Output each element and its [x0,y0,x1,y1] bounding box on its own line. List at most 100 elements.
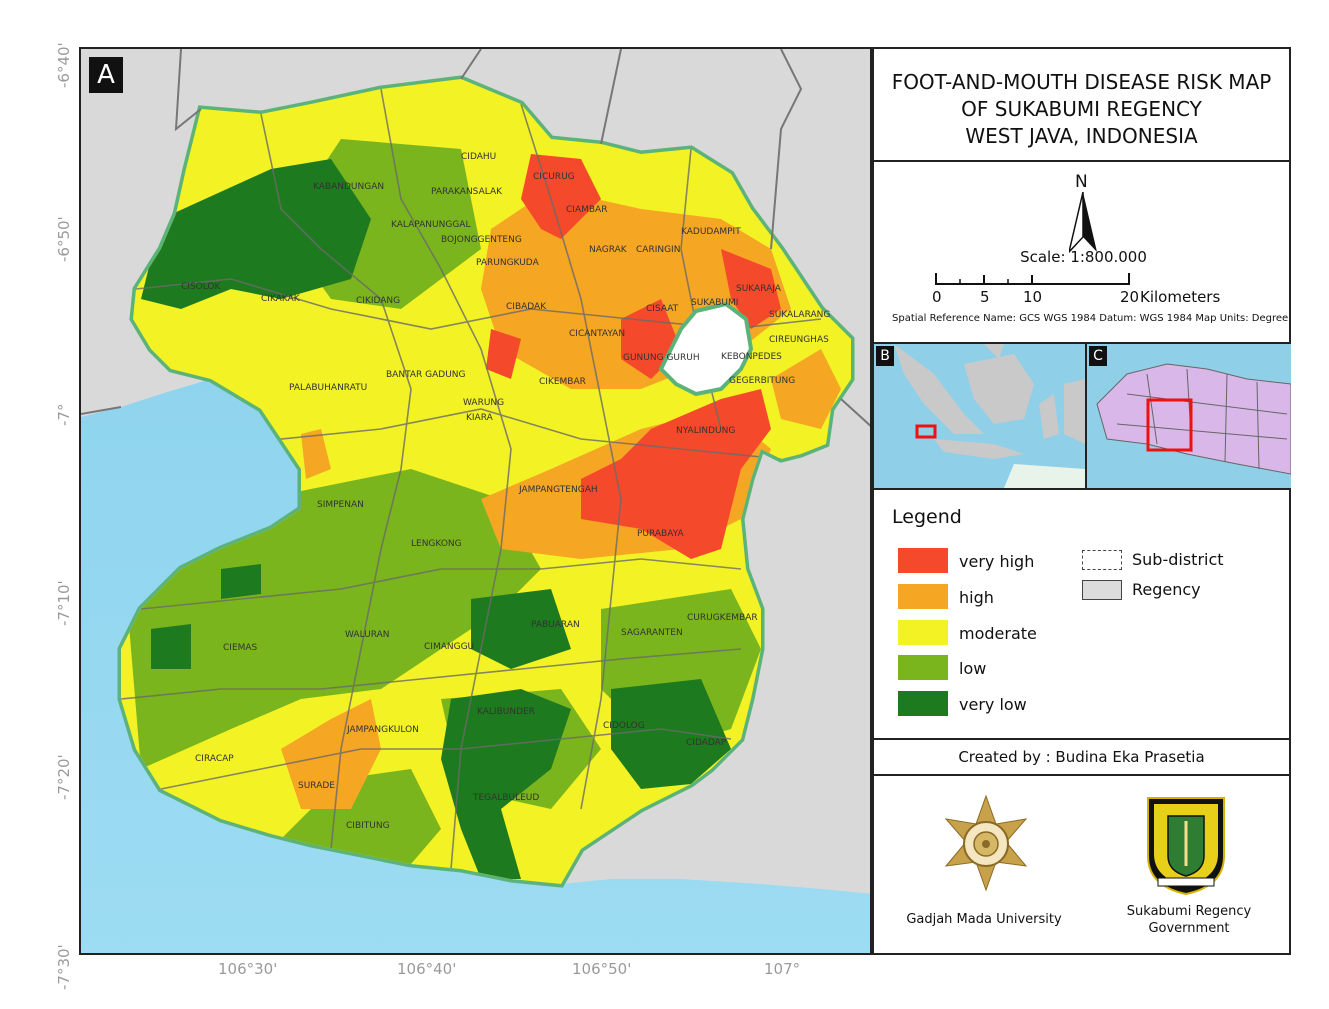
scale-unit: Kilometers [1140,288,1221,306]
credit-text: Created by : Budina Eka Prasetia [958,748,1205,766]
sukabumi-caption-line2: Government [1148,921,1230,936]
legend: Legend very high high moderate low very … [872,490,1291,740]
district-label-kalibunder: KALIBUNDER [477,707,535,717]
sukabumi-caption-line1: Sukabumi Regency [1126,904,1252,919]
scale-tick-0: 0 [932,288,942,306]
district-label-gunung-guruh: GUNUNG GURUH [623,353,700,363]
district-label-cicurug: CICURUG [533,172,575,182]
map-title-box: FOOT-AND-MOUTH DISEASE RISK MAP OF SUKAB… [872,47,1291,162]
map-title-line1: FOOT-AND-MOUTH DISEASE RISK MAP [891,70,1272,94]
lon-label-10640: 106°40' [397,960,457,978]
legend-swatch-moderate [898,620,948,645]
spatial-reference: Spatial Reference Name: GCS WGS 1984 Dat… [892,313,1289,324]
legend-swatch-regency [1082,580,1122,600]
district-label-jampangtengah: JAMPANGTENGAH [518,485,598,495]
district-label-waluran: WALURAN [345,630,390,640]
legend-label-very-high: very high [959,552,1035,571]
district-label-palabuhanratu: PALABUHANRATU [289,383,367,393]
main-map[interactable]: CIDAHU CICURUG KABANDUNGAN PARAKANSALAK CIAM… [79,47,872,955]
credit-box: Created by : Budina Eka Prasetia [872,740,1291,776]
legend-label-moderate: moderate [959,624,1037,643]
inset-c-map [1087,344,1291,488]
scale-tick-20: 20 [1120,288,1140,306]
ugm-logo-icon [944,794,1028,892]
district-label-curugkembar: CURUGKEMBAR [687,613,758,623]
sukabumi-logo-icon [1147,797,1225,896]
panel-label-a: A [89,57,123,93]
district-label-gegerbitung: GEGERBITUNG [729,376,795,386]
district-label-kalapanunggal: KALAPANUNGGAL [391,220,470,230]
legend-swatch-high [898,584,948,609]
district-label-nyalindung: NYALINDUNG [676,426,735,436]
district-label-nagrak: NAGRAK [589,245,628,255]
district-label-surade: SURADE [298,781,335,791]
district-label-parakansalak: PARAKANSALAK [431,187,503,197]
district-label-cidolog: CIDOLOG [603,721,645,731]
scale-tick-5: 5 [980,288,990,306]
district-label-pabuaran: PABUARAN [531,620,580,630]
inset-c[interactable]: C [1087,344,1291,488]
legend-label-regency: Regency [1132,580,1201,599]
district-label-tegalbuleud: TEGALBULEUD [472,793,539,803]
legend-title: Legend [892,506,962,528]
legend-swatch-low [898,655,948,680]
district-labels: CIDAHU CICURUG KABANDUNGAN PARAKANSALAK CIAM… [181,152,830,831]
inset-b[interactable]: B [874,344,1087,488]
legend-swatch-subdistrict [1082,550,1122,570]
district-label-cikembar: CIKEMBAR [539,377,586,387]
sukabumi-city [658,301,754,397]
district-label-warung: WARUNG [463,398,504,408]
risk-map-svg: CIDAHU CICURUG KABANDUNGAN PARAKANSALAK CIAM… [81,49,870,953]
map-title-line2: OF SUKABUMI REGENCY [961,97,1202,121]
scale-bar [935,273,1130,285]
district-label-cireunghas: CIREUNGHAS [769,335,829,345]
inset-b-label: B [876,346,894,366]
legend-label-high: high [959,588,994,607]
legend-label-very-low: very low [959,695,1027,714]
lon-label-10630: 106°30' [218,960,278,978]
lon-label-107: 107° [764,960,801,978]
district-label-sagaranten: SAGARANTEN [621,628,683,638]
map-title-line3: WEST JAVA, INDONESIA [965,124,1198,148]
district-label-lengkong: LENGKONG [411,539,462,549]
district-label-ciambar: CIAMBAR [566,205,607,215]
district-label-ciracap: CIRACAP [195,754,234,764]
district-label-cimanggu: CIMANGGU [424,642,474,652]
regency-boundaries [81,49,870,427]
north-letter: N [1075,172,1088,192]
lon-label-10650: 106°50' [572,960,632,978]
lat-label-700: -7° [55,403,73,426]
district-label-kiara: KIARA [466,413,494,423]
district-label-cicantayan: CICANTAYAN [569,329,625,339]
logo-box: Gadjah Mada University Sukabumi Regency … [872,776,1291,955]
district-label-jampangkulon: JAMPANGKULON [346,725,419,735]
lat-label-710: -7°10' [55,580,73,626]
scale-tick-10: 10 [1023,288,1043,306]
district-label-kebonpedes: KEBONPEDES [721,352,782,362]
scale-label: Scale: 1:800.000 [1020,248,1147,266]
district-label-kabandungan: KABANDUNGAN [313,182,384,192]
district-label-cibadak: CIBADAK [506,302,547,312]
district-label-cisaat: CISAAT [646,304,679,314]
district-label-sukabumi: SUKABUMI [691,298,738,308]
district-label-parungkuda: PARUNGKUDA [476,258,540,268]
scale-box: N Scale: 1:800.000 0 5 10 20 Kilometers … [872,162,1291,344]
district-label-bantar-gadung: BANTAR GADUNG [386,370,466,380]
district-label-sukalarang: SUKALARANG [769,310,830,320]
district-label-bojonggenteng: BOJONGGENTENG [441,235,522,245]
lat-label-720: -7°20' [55,754,73,800]
district-label-purabaya: PURABAYA [637,529,684,539]
lat-label-650: -6°50' [55,216,73,262]
legend-swatch-very-low [898,691,948,716]
lat-label-640: -6°40' [55,42,73,88]
legend-swatch-very-high [898,548,948,573]
district-label-simpenan: SIMPENAN [317,500,364,510]
district-label-sukaraja: SUKARAJA [736,284,782,294]
legend-label-subdistrict: Sub-district [1132,550,1224,569]
lat-label-730: -7°30' [55,944,73,990]
district-label-cidahu: CIDAHU [461,152,496,162]
district-label-cibitung: CIBITUNG [346,821,390,831]
inset-maps: B C [872,344,1291,490]
legend-label-low: low [959,659,987,678]
district-label-cikidang: CIKIDANG [356,296,400,306]
